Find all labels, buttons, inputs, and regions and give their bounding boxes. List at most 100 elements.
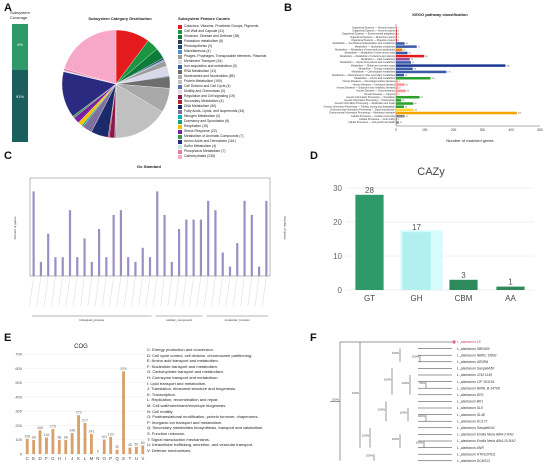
kegg-bar-value: 62 bbox=[415, 110, 418, 112]
cazy-category-label: GH bbox=[411, 294, 423, 303]
legend-swatch bbox=[178, 24, 182, 29]
cog-bar-value: 106 bbox=[24, 434, 30, 438]
go-category-tick bbox=[262, 275, 267, 307]
go-bar bbox=[163, 214, 166, 276]
legend-swatch bbox=[178, 119, 182, 124]
go-chart: Percent of genes Number of genes biologica… bbox=[13, 177, 287, 322]
go-group-label: molecular_function bbox=[225, 318, 251, 322]
pie-legend-label: Cell Wall and Capsule (41) bbox=[184, 29, 225, 33]
panel-b: KEGG pathway classification 0 100 200 300 40… bbox=[290, 6, 548, 146]
go-bar bbox=[141, 247, 144, 276]
kegg-bar-value: 5 bbox=[398, 94, 400, 96]
cog-bar-value: 116 bbox=[44, 433, 50, 437]
kegg-bar-value: 52 bbox=[412, 62, 415, 64]
panel-letter-a: A bbox=[4, 2, 12, 14]
kegg-bar bbox=[396, 114, 405, 118]
go-bar bbox=[98, 229, 101, 276]
cog-category-label: P bbox=[109, 456, 112, 461]
kegg-bar bbox=[396, 32, 398, 36]
kegg-category-label: Organismal Systems — Environmental adapt… bbox=[342, 33, 396, 36]
cog-legend-item: C: Energy production and conversion. bbox=[147, 347, 214, 352]
tree-support-value: 100% bbox=[402, 381, 410, 385]
legend-swatch bbox=[178, 84, 182, 89]
cog-bar-value: 98 bbox=[64, 436, 68, 440]
pie-legend-label: Photosynthesis (0) bbox=[184, 44, 213, 48]
panel-a: Subsystem Coverage 9% 91% Subsystem Cate… bbox=[10, 10, 280, 159]
cog-legend-item: Q: Secondary metabolites biosynthesis, t… bbox=[147, 425, 264, 431]
legend-swatch bbox=[178, 29, 182, 34]
panel-f: 100% 100% 100% 100% 100% 66% 100% 100% 100% 100% 1… bbox=[300, 336, 548, 470]
cog-bar-value: 120 bbox=[108, 432, 114, 436]
tree-leaf-label: L. plantarum NRRL B-14768 bbox=[457, 386, 500, 390]
kegg-bar-value: 18 bbox=[402, 100, 405, 102]
pie-legend-label: Regulation and Cell signaling (19) bbox=[184, 94, 235, 98]
cazy-tick-label: 20 bbox=[333, 218, 342, 227]
cog-bar bbox=[25, 438, 29, 454]
go-category-tick bbox=[218, 275, 223, 307]
kegg-category-label: Metabolism — Metabolism of other amino a… bbox=[345, 52, 396, 55]
pie-legend-label: Protein Metabolism (190) bbox=[184, 79, 222, 83]
go-bar bbox=[54, 257, 57, 276]
pie-legend-item: Phosphorus Metabolism (7) bbox=[178, 149, 280, 154]
go-category-tick bbox=[189, 275, 194, 307]
cog-tick-label: 300 bbox=[15, 409, 22, 414]
cog-bar-value: 45 bbox=[128, 443, 132, 447]
cog-legend-item: E: Amino acid transport and metabolism. bbox=[147, 358, 219, 364]
legend-swatch bbox=[178, 129, 182, 134]
cog-category-label: G bbox=[51, 456, 55, 461]
kegg-bar-value: 28 bbox=[405, 106, 408, 108]
go-category-tick bbox=[174, 275, 180, 307]
cog-category-label: C bbox=[26, 456, 29, 461]
legend-swatch bbox=[178, 124, 182, 129]
cazy-bar-value: 17 bbox=[412, 223, 421, 232]
go-category-tick bbox=[204, 275, 209, 307]
go-category-tick bbox=[211, 275, 216, 307]
cog-bar-value: 217 bbox=[82, 419, 88, 423]
kegg-bar-value: 3 bbox=[398, 31, 400, 33]
kegg-bar bbox=[396, 42, 405, 45]
pie-legend-label: Virulence, Disease and Defense (38) bbox=[184, 34, 240, 38]
pie-legend-label: Nitrogen Metabolism (0) bbox=[184, 114, 221, 118]
kegg-bar bbox=[396, 45, 417, 48]
go-category-tick bbox=[233, 275, 238, 307]
cog-legend-item: V: Defense mechanisms. bbox=[147, 447, 192, 453]
pie-legend-item: Secondary Metabolism (4) bbox=[178, 99, 280, 104]
kegg-category-label: Genetic Information Processing — Transla… bbox=[346, 96, 395, 99]
kegg-category-label: Genetic Information Processing — Transcr… bbox=[344, 99, 395, 102]
go-category-tick bbox=[225, 275, 231, 307]
cog-bar bbox=[102, 439, 106, 454]
go-bar bbox=[192, 219, 195, 276]
pie-slice bbox=[115, 83, 163, 139]
pie-legend-item: Cofactors, Vitamins, Prosthetic Groups, … bbox=[178, 24, 280, 29]
go-category-tick bbox=[29, 275, 34, 307]
go-category-tick bbox=[182, 275, 187, 307]
pie-legend-label: Miscellaneous (4) bbox=[184, 49, 211, 53]
legend-swatch bbox=[178, 154, 182, 159]
kegg-category-label: Human Diseases — Cancers bbox=[364, 93, 396, 96]
kegg-category-label: Human Diseases — Infectious diseases bbox=[353, 83, 396, 86]
kegg-bar bbox=[396, 89, 406, 93]
go-bar bbox=[258, 266, 261, 276]
go-category-tick bbox=[36, 275, 42, 307]
kegg-chart: 0 100 200 300 400 500 Organismal Systems — Ner… bbox=[324, 24, 543, 132]
kegg-bar-value: 120 bbox=[432, 78, 436, 80]
tree-leaf-label: L. plantarum SL4E bbox=[457, 413, 486, 417]
pie-legend-item: Sulfur Metabolism (4) bbox=[178, 144, 280, 149]
cog-legend-item: I: Lipid transport and metabolism. bbox=[147, 380, 207, 386]
cog-chart: 0100200300400500600700106C98E165D116F175… bbox=[15, 352, 146, 461]
pie-legend-label: Cell Division and Cell Cycle (4) bbox=[184, 84, 231, 88]
pie-legend-item: Metabolism of Aromatic Compounds (7) bbox=[178, 134, 280, 139]
kegg-bar bbox=[396, 80, 398, 83]
pie-legend-item: DNA Metabolism (60) bbox=[178, 104, 280, 109]
kegg-category-label: Environmental Information Processing — M… bbox=[329, 112, 395, 115]
go-bar bbox=[250, 214, 253, 276]
legend-swatch bbox=[178, 49, 182, 54]
go-bar bbox=[134, 261, 137, 276]
kegg-bar bbox=[396, 54, 425, 58]
kegg-bar bbox=[396, 102, 414, 105]
kegg-category-label: Human Diseases — Endocrine and metabolic… bbox=[337, 86, 396, 89]
kegg-xlabel: Number of matched genes bbox=[446, 138, 494, 143]
legend-swatch bbox=[178, 134, 182, 139]
tree-support-value: 100% bbox=[366, 454, 374, 458]
cog-legend-item: P: Inorganic ion transport and metabolis… bbox=[147, 419, 223, 425]
